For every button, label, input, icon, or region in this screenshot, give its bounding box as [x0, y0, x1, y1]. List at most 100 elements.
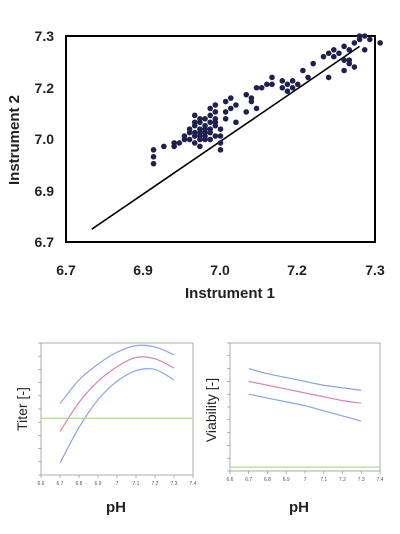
viability-y-axis-title: Viability [-]	[203, 378, 219, 442]
titer-x-axis-title: pH	[106, 499, 126, 516]
scatter-point	[222, 98, 229, 105]
scatter-point	[325, 50, 332, 57]
scatter-point	[341, 43, 347, 50]
scatter-point	[361, 33, 368, 39]
x-tick-label: 6.8	[264, 477, 271, 483]
viability-chart: 6.6 6.7 6.8 6.9 7 7.1 7.2 7.3 7.4 Viability [-] …	[203, 342, 384, 516]
x-tick-label: 6.7	[245, 477, 252, 483]
x-tick-label: 7.4	[377, 477, 384, 483]
scatter-point	[228, 95, 234, 101]
titer-chart: 6.6 6.7 6.8 6.9 7 7.1 7.2 7.3 7.4 Titer [-] pH	[14, 342, 197, 516]
scatter-point	[289, 84, 296, 91]
x-tick-label: 6.8	[76, 481, 83, 487]
scatter-point	[253, 84, 260, 91]
x-tick-label: 7.2	[339, 477, 346, 483]
scatter-point	[207, 136, 213, 143]
scatter-point	[212, 119, 219, 126]
viability-x-axis-title: pH	[289, 499, 309, 516]
x-tick-label: 7.4	[190, 481, 197, 487]
scatter-point	[186, 126, 193, 132]
scatter-point	[248, 98, 255, 105]
scatter-point	[258, 84, 265, 91]
x-tick-label: 6.7	[57, 481, 64, 487]
scatter-point	[284, 88, 291, 94]
scatter-point	[233, 119, 239, 126]
scatter-point	[222, 109, 229, 115]
scatter-point	[346, 47, 353, 53]
scatter-point	[197, 116, 203, 122]
scatter-point	[197, 143, 203, 150]
scatter-point	[356, 33, 363, 39]
scatter-point	[191, 140, 198, 146]
x-tick-label: 6.6	[227, 477, 234, 483]
scatter-point	[351, 64, 358, 70]
viability-plot-frame	[229, 342, 381, 472]
x-tick-label: 7	[304, 477, 307, 483]
viability-y-ticks	[227, 342, 230, 472]
scatter-point	[279, 84, 286, 91]
scatter-x-tick-label: 7.2	[287, 262, 307, 278]
scatter-point	[207, 105, 213, 112]
scatter-point	[331, 53, 337, 60]
scatter-point	[181, 133, 188, 139]
scatter-point	[176, 140, 183, 146]
scatter-x-tick-label: 7.0	[210, 262, 230, 278]
scatter-point	[202, 116, 208, 122]
scatter-point	[217, 140, 224, 146]
scatter-point	[150, 160, 157, 167]
scatter-point	[377, 40, 383, 46]
series-line	[59, 356, 175, 432]
scatter-point	[222, 116, 229, 122]
series-line	[248, 393, 362, 422]
scatter-point	[305, 74, 311, 81]
series-line	[248, 380, 362, 404]
viability-x-tick-labels: 6.6 6.7 6.8 6.9 7 7.1 7.2 7.3 7.4	[227, 471, 384, 483]
scatter-point	[202, 126, 208, 132]
scatter-point	[284, 81, 291, 88]
scatter-point	[279, 78, 286, 84]
scatter-y-tick-label: 7.0	[35, 131, 55, 147]
scatter-point	[243, 109, 250, 115]
scatter-points	[150, 33, 383, 167]
scatter-point	[191, 119, 198, 126]
scatter-point	[150, 153, 157, 160]
x-tick-label: 7.1	[133, 481, 140, 487]
scatter-point	[325, 74, 332, 81]
scatter-point	[212, 102, 219, 108]
scatter-y-tick-label: 7.2	[35, 80, 55, 96]
titer-series-lines	[41, 344, 193, 464]
series-line	[248, 368, 362, 391]
scatter-point	[253, 105, 260, 112]
scatter-point	[191, 129, 198, 136]
x-tick-label: 7.3	[171, 481, 178, 487]
x-tick-label: 7.3	[358, 477, 365, 483]
scatter-point	[289, 78, 296, 84]
viability-series-lines	[230, 368, 380, 468]
scatter-point	[197, 126, 203, 132]
scatter-point	[150, 147, 157, 153]
scatter-y-tick-label: 7.3	[35, 28, 55, 44]
scatter-point	[243, 91, 250, 98]
titer-x-tick-labels: 6.6 6.7 6.8 6.9 7 7.1 7.2 7.3 7.4	[38, 475, 197, 487]
scatter-point	[207, 126, 213, 132]
scatter-plot-frame	[65, 35, 376, 243]
titer-y-ticks	[38, 342, 41, 476]
scatter-point	[197, 133, 203, 139]
x-tick-label: 7.1	[320, 477, 327, 483]
scatter-point	[191, 112, 198, 119]
scatter-point	[269, 81, 275, 88]
scatter-point	[351, 40, 358, 46]
scatter-point	[228, 105, 234, 112]
scatter-point	[161, 143, 167, 150]
scatter-y-tick-labels: 7.3 7.2 7.0 6.9 6.7	[35, 28, 55, 250]
titer-y-axis-title: Titer [-]	[14, 387, 30, 431]
scatter-point	[320, 53, 327, 60]
scatter-point	[217, 133, 224, 139]
scatter-point	[207, 119, 213, 126]
x-tick-label: 6.9	[95, 481, 102, 487]
scatter-point	[217, 126, 224, 132]
scatter-chart: 6.7 6.9 7.0 7.2 7.3 7.3 7.2 7.0 6.9 6.7 …	[6, 28, 385, 302]
scatter-point	[207, 112, 213, 119]
scatter-y-tick-label: 6.9	[35, 183, 55, 199]
scatter-point	[212, 109, 219, 115]
